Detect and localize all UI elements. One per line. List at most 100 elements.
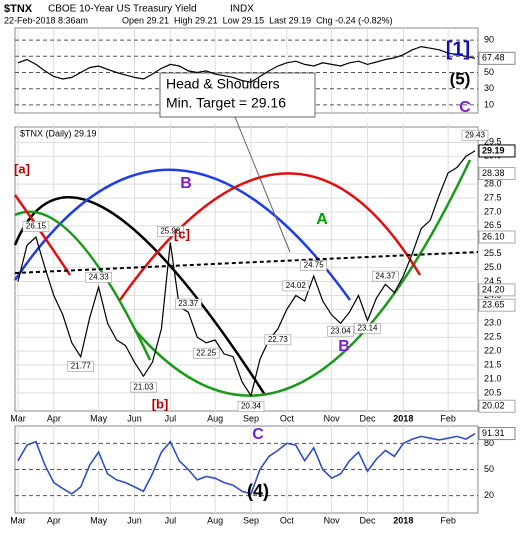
last-value-label: 91.31 xyxy=(482,428,505,438)
point-label: 23.04 xyxy=(331,326,352,335)
x-tick-label: Jul xyxy=(165,515,177,525)
marker-label: 28.38 xyxy=(482,168,505,178)
wave-label: (4) xyxy=(247,481,269,501)
legend: $TNX (Daily) 29.19 xyxy=(20,128,97,138)
cycle-arc xyxy=(118,172,422,301)
last-value-label: 67.48 xyxy=(482,53,505,63)
x-tick-label: Nov xyxy=(324,515,341,525)
point-label-box xyxy=(264,334,292,346)
marker-label: 26.10 xyxy=(482,231,505,241)
point-label: 24.75 xyxy=(304,261,325,270)
security-name: CBOE 10-Year US Treasury Yield xyxy=(48,4,197,15)
y-tick-label: 50 xyxy=(484,464,494,474)
wave-label: C xyxy=(459,99,471,116)
point-label-box xyxy=(130,381,157,393)
x-tick-label: Mar xyxy=(10,515,26,525)
y-tick-label: 30 xyxy=(484,83,494,93)
price-line xyxy=(17,150,476,398)
point-label: 22.73 xyxy=(268,335,289,344)
point-label: 29.43 xyxy=(465,130,486,139)
x-tick-label: Oct xyxy=(280,515,295,525)
callout-line: Head & Shoulders xyxy=(166,76,280,92)
marker-label: 24.20 xyxy=(482,284,505,294)
y-tick-label: 25.0 xyxy=(484,262,502,272)
point-label-box xyxy=(237,401,265,412)
point-label-box xyxy=(327,325,354,337)
x-tick-label: Oct xyxy=(280,413,295,423)
marker-box xyxy=(478,298,516,312)
x-tick-label: Dec xyxy=(359,515,376,525)
point-label: 26.15 xyxy=(26,222,47,231)
wave-label: A xyxy=(316,211,328,228)
callout-pointer xyxy=(234,116,291,253)
marker-box xyxy=(478,230,516,244)
point-label-box xyxy=(174,298,202,310)
point-label: 21.77 xyxy=(71,362,92,371)
point-label: 24.02 xyxy=(286,281,307,290)
x-tick-label: Mar xyxy=(10,413,26,423)
x-tick-label: May xyxy=(90,515,108,525)
wave-label: B xyxy=(180,175,192,192)
y-tick-label: 20 xyxy=(484,490,494,500)
x-tick-label: Feb xyxy=(440,515,456,525)
y-tick-label: 25.5 xyxy=(484,248,502,258)
y-tick-label: 50 xyxy=(484,67,494,77)
exchange: INDX xyxy=(230,4,254,15)
marker-label: 23.65 xyxy=(482,300,505,310)
point-label: 22.25 xyxy=(196,348,217,357)
wave-label: (5) xyxy=(450,69,471,88)
cycle-arc xyxy=(14,210,152,361)
x-tick-label: Aug xyxy=(207,413,223,423)
point-label: 25.98 xyxy=(160,226,181,235)
callout-line: Min. Target = 29.16 xyxy=(166,95,286,111)
point-label-box xyxy=(282,280,310,292)
x-tick-label: Sep xyxy=(243,413,259,423)
cycle-arc xyxy=(134,159,472,397)
point-label: 21.03 xyxy=(133,382,154,391)
wave-label: [b] xyxy=(152,396,169,411)
x-tick-label: Feb xyxy=(440,413,456,423)
y-tick-label: 28.0 xyxy=(484,178,502,188)
x-tick-label: Sep xyxy=(243,515,259,525)
y-tick-label: 90 xyxy=(484,34,494,44)
wave-label: [a] xyxy=(14,161,30,176)
point-label-box xyxy=(461,129,489,141)
wave-label: [1] xyxy=(446,38,470,60)
x-tick-label: May xyxy=(90,413,108,423)
wave-label: C xyxy=(252,426,264,443)
x-tick-label: 2018 xyxy=(393,515,413,525)
point-label: 24.37 xyxy=(375,271,396,280)
cycle-arc xyxy=(13,168,352,301)
marker-box xyxy=(478,399,516,413)
y-tick-label: 80 xyxy=(484,438,494,448)
point-label: 23.37 xyxy=(178,299,199,308)
x-tick-label: Jul xyxy=(165,413,177,423)
point-label-box xyxy=(354,323,381,334)
x-tick-label: Dec xyxy=(359,413,376,423)
point-label: 23.14 xyxy=(357,324,378,333)
point-label-box xyxy=(22,221,50,232)
y-tick-label: 21.5 xyxy=(484,359,502,369)
y-tick-label: 27.5 xyxy=(484,192,502,202)
last-value-box xyxy=(478,427,516,441)
marker-label: 20.02 xyxy=(482,401,505,411)
callout-box xyxy=(159,72,316,118)
marker-label: 29.19 xyxy=(482,145,505,155)
y-tick-label: 10 xyxy=(484,99,494,109)
y-tick-label: 22.5 xyxy=(484,332,502,342)
price-line xyxy=(17,432,476,495)
point-label: 24.33 xyxy=(89,272,110,281)
symbol: $TNX xyxy=(4,3,33,15)
y-tick-label: 29.5 xyxy=(484,137,502,147)
marker-box xyxy=(478,283,516,297)
x-tick-label: Aug xyxy=(207,515,223,525)
point-label-box xyxy=(157,226,184,237)
quote: Open 29.21 High 29.21 Low 29.15 Last 29.… xyxy=(122,15,393,25)
cycle-arcs xyxy=(13,159,472,397)
marker-box xyxy=(478,144,516,158)
cycle-arc xyxy=(13,195,267,396)
point-label-box xyxy=(85,271,112,283)
y-tick-label: 21.0 xyxy=(484,373,502,383)
y-tick-label: 22.0 xyxy=(484,346,502,356)
